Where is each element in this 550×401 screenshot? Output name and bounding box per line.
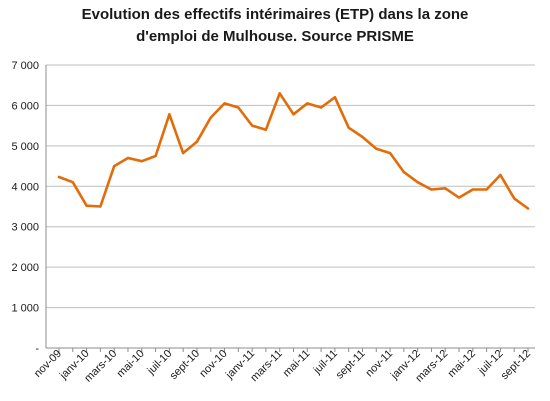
data-point [237, 106, 240, 109]
chart-title-line-2: d'emploi de Mulhouse. Source PRISME [136, 28, 414, 45]
data-point [264, 128, 268, 131]
data-point [57, 175, 61, 179]
x-tick-label: sept-11 [334, 348, 368, 382]
y-tick-label: 1 000 [11, 303, 39, 315]
data-point [71, 181, 74, 184]
data-point [485, 188, 488, 191]
data-point [388, 151, 392, 155]
y-tick-label: 5 000 [11, 141, 39, 153]
data-point [513, 197, 516, 200]
data-point [319, 106, 323, 109]
x-tick-label: sept-12 [499, 348, 533, 382]
data-point [168, 113, 171, 116]
data-point [140, 160, 143, 163]
y-tick-label: 7 000 [11, 60, 39, 72]
data-point [85, 204, 88, 207]
data-point [375, 147, 378, 150]
data-point [223, 102, 226, 105]
x-tick-label: mai-11 [281, 348, 313, 380]
y-tick-label: - [35, 343, 39, 355]
data-point [154, 154, 157, 158]
series-line [57, 92, 530, 210]
data-point [347, 126, 350, 129]
data-point [471, 188, 475, 191]
y-tick-label: 4 000 [11, 181, 39, 193]
data-point [430, 188, 433, 191]
x-tick-label: mai-12 [446, 348, 478, 380]
data-point [402, 170, 406, 174]
data-point [195, 140, 199, 144]
x-tick-label: sept-10 [168, 348, 202, 382]
data-point [333, 96, 337, 99]
x-tick-label: nov-10 [197, 348, 229, 380]
data-point [181, 151, 185, 155]
data-point [209, 116, 212, 119]
data-point [250, 124, 254, 127]
data-point [444, 187, 447, 190]
y-tick-label: 6 000 [11, 100, 39, 112]
data-point [126, 156, 130, 160]
data-point [99, 205, 102, 208]
chart-title-line-1: Evolution des effectifs intérimaires (ET… [81, 6, 469, 23]
data-point [292, 113, 295, 116]
data-point [457, 196, 461, 199]
y-tick-label: 2 000 [11, 262, 39, 274]
data-point [278, 92, 281, 95]
data-point [306, 102, 309, 105]
data-point [499, 173, 502, 177]
y-tick-label: 3 000 [11, 222, 39, 234]
x-tick-label: mai-10 [115, 348, 147, 380]
data-point [526, 207, 530, 210]
data-point [361, 135, 364, 139]
data-point [112, 164, 116, 168]
data-point [416, 181, 419, 184]
